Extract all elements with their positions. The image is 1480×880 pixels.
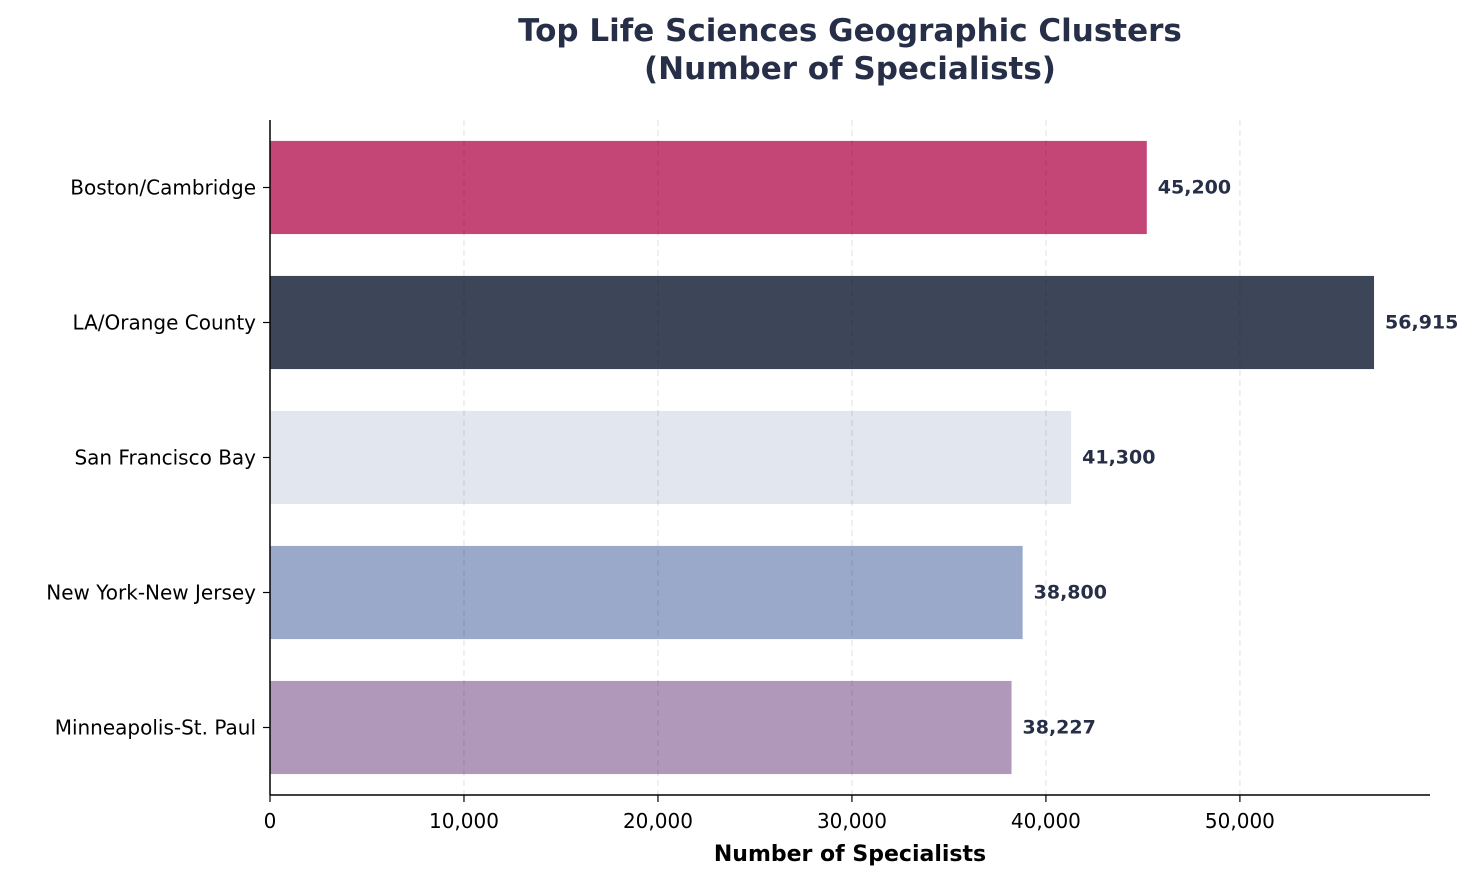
bar-2 [270, 410, 1072, 505]
chart-title-line-2: (Number of Specialists) [644, 51, 1056, 87]
x-tick-label-4: 40,000 [1011, 809, 1081, 833]
value-label-4: 38,227 [1023, 717, 1096, 739]
bar-0 [270, 140, 1147, 235]
y-tick-label-3: New York-New Jersey [46, 581, 256, 605]
x-tick-label-5: 50,000 [1205, 809, 1275, 833]
x-tick-label-2: 20,000 [623, 809, 693, 833]
x-tick-label-0: 0 [264, 809, 277, 833]
x-tick-label-3: 30,000 [817, 809, 887, 833]
y-tick-label-2: San Francisco Bay [74, 446, 256, 470]
y-tick-label-0: Boston/Cambridge [70, 176, 256, 200]
x-axis-label: Number of Specialists [714, 842, 986, 867]
value-label-0: 45,200 [1158, 177, 1231, 199]
bar-3 [270, 545, 1023, 640]
chart-title-line-1: Top Life Sciences Geographic Clusters [518, 13, 1182, 49]
bar-1 [270, 275, 1375, 370]
value-label-1: 56,915 [1385, 312, 1458, 334]
y-tick-label-4: Minneapolis-St. Paul [55, 716, 256, 740]
value-label-3: 38,800 [1034, 582, 1107, 604]
value-label-2: 41,300 [1082, 447, 1155, 469]
x-tick-label-1: 10,000 [429, 809, 499, 833]
y-tick-label-1: LA/Orange County [72, 311, 256, 335]
bar-4 [270, 680, 1012, 775]
